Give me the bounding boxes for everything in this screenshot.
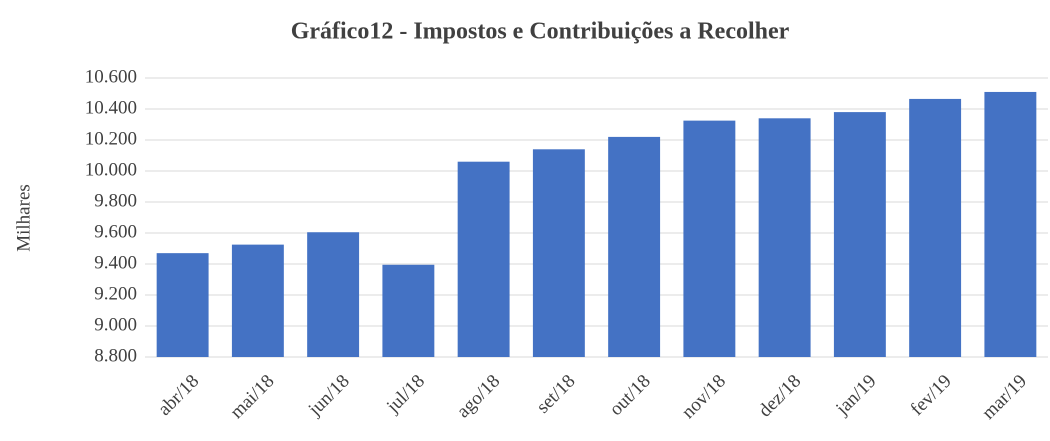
- y-tick-label: 8.800: [94, 345, 137, 366]
- y-tick-label: 9.000: [94, 314, 137, 335]
- x-tick-label: abr/18: [154, 371, 203, 420]
- x-tick-label: jan/19: [831, 371, 880, 420]
- y-tick-label: 10.600: [85, 66, 137, 87]
- y-tick-label: 10.000: [85, 159, 137, 180]
- y-axis-label: Milhares: [13, 184, 34, 252]
- bar: [833, 112, 886, 357]
- bar: [909, 98, 962, 358]
- x-tick-label: jun/18: [304, 371, 354, 421]
- y-tick-label: 9.600: [94, 221, 137, 242]
- bar: [457, 161, 510, 357]
- x-tick-label: out/18: [606, 371, 655, 420]
- bar: [156, 253, 209, 357]
- bar: [532, 149, 585, 357]
- y-tick-label: 9.200: [94, 283, 137, 304]
- x-tick-label: fev/19: [907, 371, 956, 420]
- x-tick-label: set/18: [533, 371, 580, 418]
- y-tick-label: 10.400: [85, 97, 137, 118]
- chart-title: Gráfico12 - Impostos e Contribuições a R…: [291, 19, 790, 45]
- bar: [307, 232, 360, 357]
- x-tick-label: jul/18: [382, 371, 429, 418]
- x-tick-label: dez/18: [755, 371, 806, 422]
- bar: [984, 91, 1037, 357]
- bar: [608, 136, 661, 357]
- y-tick-label: 9.800: [94, 190, 137, 211]
- y-tick-label: 9.400: [94, 252, 137, 273]
- x-tick-label: mar/19: [978, 371, 1031, 424]
- bar: [382, 264, 435, 357]
- x-tick-label: mai/18: [226, 371, 278, 423]
- x-tick-label: ago/18: [453, 371, 504, 422]
- bar: [683, 120, 736, 357]
- x-tick-label: nov/18: [678, 371, 730, 423]
- bar: [758, 118, 811, 357]
- bar: [231, 244, 284, 357]
- y-tick-label: 10.200: [85, 128, 137, 149]
